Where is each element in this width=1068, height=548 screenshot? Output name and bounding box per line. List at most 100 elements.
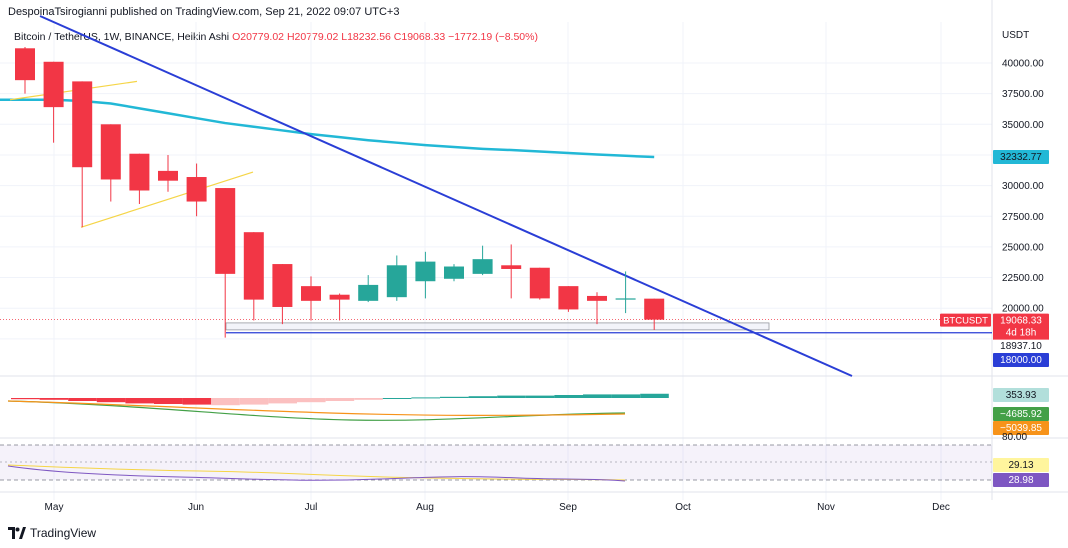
candle-body <box>501 265 522 269</box>
time-tick-label: Aug <box>416 502 434 513</box>
candle-body <box>615 298 636 300</box>
candle-body <box>472 259 493 274</box>
candle-body <box>644 298 665 320</box>
time-tick-label: Oct <box>675 502 691 513</box>
candle-body <box>386 265 407 298</box>
candle-body <box>129 153 150 191</box>
channel-line-lower <box>80 171 254 228</box>
tradingview-icon <box>8 527 26 539</box>
time-tick-label: Jul <box>305 502 318 513</box>
rsi-ma-tag: 29.13 <box>993 458 1049 472</box>
level-price-tag-bg <box>993 339 1049 353</box>
symbol-name-tag: BTCUSDT <box>940 313 991 327</box>
macd-hist-bar <box>497 395 526 398</box>
macd-hist-bar <box>239 398 269 405</box>
rsi-ma-tag-bg <box>993 458 1049 472</box>
signal-line-tag-bg <box>993 421 1049 435</box>
publisher-line: DespoinaTsirogianni published on Trading… <box>8 6 400 18</box>
candle-body <box>158 170 178 181</box>
macd-hist-bar <box>554 395 583 398</box>
level-price-tag-text: 18937.10 <box>1000 341 1042 352</box>
signal-line-tag-text: −5039.85 <box>1000 423 1042 434</box>
legend-ohlc: O20779.02 H20779.02 L18232.56 C19068.33 … <box>232 31 538 43</box>
ma-price-tag-text: 32332.77 <box>1000 152 1042 163</box>
price-tick-label: 37500.00 <box>1002 89 1044 100</box>
symbol-legend: Bitcoin / TetherUS, 1W, BINANCE, Heikin … <box>14 31 538 43</box>
rsi-value-tag: 28.98 <box>993 473 1049 487</box>
price-tick-label: 22500.00 <box>1002 273 1044 284</box>
macd-hist-bar <box>11 398 40 400</box>
level-price-tag: 18937.10 <box>993 339 1049 353</box>
candle-body <box>415 261 436 282</box>
price-zone-rect <box>225 322 770 331</box>
candle-body <box>301 286 321 301</box>
candle-body <box>358 284 379 301</box>
macd-hist-bar <box>125 398 154 404</box>
candle-body <box>186 177 207 202</box>
time-tick-label: Nov <box>817 502 835 513</box>
macd-hist-bar <box>525 395 555 398</box>
macd-hist-bar <box>39 398 69 400</box>
signal-line <box>7 400 626 416</box>
candle-body <box>587 295 607 301</box>
price-tick-label: 40000.00 <box>1002 59 1044 70</box>
indicator-panes <box>0 393 992 482</box>
macd-hist-tag-bg <box>993 388 1049 402</box>
macd-line-tag-text: −4685.92 <box>1000 409 1042 420</box>
last-price-tag-bg <box>993 313 1049 341</box>
candle-body <box>329 294 350 300</box>
candle-body <box>272 264 293 307</box>
symbol-name-tag-bg <box>940 313 991 327</box>
rsi-ma-tag-text: 29.13 <box>1008 460 1033 471</box>
ma-price-tag-bg <box>993 150 1049 165</box>
candle-body <box>215 188 236 274</box>
macd-hist-bar <box>640 393 669 398</box>
macd-hist-bar <box>268 398 297 404</box>
price-tick-label: 30000.00 <box>1002 181 1044 192</box>
time-tick-label: May <box>45 502 64 513</box>
macd-hist-bar <box>583 394 612 398</box>
candle-body <box>43 61 64 108</box>
time-tick-label: Dec <box>932 502 950 513</box>
currency-label: USDT <box>1002 30 1029 41</box>
price-axis: 40000.0037500.0035000.0032500.0030000.00… <box>940 30 1049 487</box>
last-price-tag-text: 19068.33 <box>1000 316 1042 327</box>
macd-hist-bar <box>96 398 126 403</box>
time-tick-label: Sep <box>559 502 577 513</box>
time-axis: May Jun Jul Aug Sep Oct Nov Dec <box>45 502 950 513</box>
candle-body <box>72 81 93 168</box>
support-price-tag-text: 18000.00 <box>1000 355 1042 366</box>
macd-hist-tag-text: 353.93 <box>1006 390 1037 401</box>
chart-grid <box>0 0 1068 500</box>
macd-hist-bar <box>297 398 326 403</box>
price-tick-label: 27500.00 <box>1002 212 1044 223</box>
time-tick-label: Jun <box>188 502 204 513</box>
rsi-value-tag-text: 28.98 <box>1008 475 1033 486</box>
macd-hist-bar <box>611 394 641 398</box>
macd-hist-bar <box>325 398 355 401</box>
macd-hist-bar <box>440 396 469 398</box>
macd-hist-bar <box>182 398 212 405</box>
price-tick-label: 20000.00 <box>1002 304 1044 315</box>
macd-hist-tag: 353.93 <box>993 388 1049 402</box>
candle-body <box>100 124 121 180</box>
macd-hist-bar <box>154 398 183 404</box>
candles-layer <box>15 47 665 338</box>
macd-line-tag: −4685.92 <box>993 407 1049 421</box>
candle-body <box>243 232 264 300</box>
signal-line-tag: −5039.85 <box>993 421 1049 435</box>
downtrend-line <box>39 15 853 377</box>
moving-average-line <box>0 98 655 159</box>
macd-hist-bar <box>411 397 440 399</box>
candle-body <box>15 48 35 81</box>
macd-hist-bar <box>68 398 97 401</box>
macd-hist-bar <box>354 398 383 400</box>
macd-line-tag-bg <box>993 407 1049 421</box>
rsi-tick-label: 80.00 <box>1002 432 1027 443</box>
support-price-tag-bg <box>993 353 1049 367</box>
price-tick-label: 35000.00 <box>1002 120 1044 131</box>
candle-body <box>558 286 579 310</box>
rsi-ma-line <box>7 464 626 481</box>
tradingview-logo[interactable]: TradingView <box>8 526 96 540</box>
